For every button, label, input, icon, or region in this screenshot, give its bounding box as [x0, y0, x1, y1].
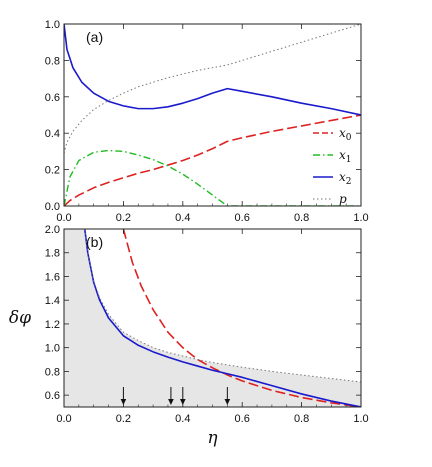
- y-tick-label: 0.4: [45, 128, 60, 140]
- y-tick-label: 0.6: [45, 92, 60, 104]
- y-tick-label: 1.0: [45, 19, 60, 31]
- y-tick-label: 2.0: [45, 224, 60, 236]
- x-axis-title: η: [207, 428, 218, 448]
- series-line-a-0: [64, 114, 361, 206]
- y-tick-label: 0.6: [45, 390, 60, 402]
- x-tick-label: 0.4: [175, 212, 190, 224]
- x-tick-label: 1.0: [353, 413, 368, 425]
- x-tick-label: 0.4: [175, 413, 190, 425]
- series-line-a-3: [64, 24, 361, 154]
- x-tick-label: 0.8: [294, 413, 309, 425]
- legend-label-x2: x2: [339, 170, 352, 187]
- y-tick-label: 0.2: [45, 165, 60, 177]
- series-line-b-2: [84, 229, 361, 383]
- legend-label-p: p: [339, 192, 347, 206]
- arrow-head: [224, 399, 231, 405]
- x-tick-label: 0.6: [235, 413, 250, 425]
- y-axis-title: δφ: [9, 308, 31, 328]
- y-tick-label: 1.2: [45, 319, 60, 331]
- series-line-b-1: [83, 229, 361, 407]
- arrow-head: [168, 399, 174, 405]
- y-tick-label: 0.0: [45, 201, 60, 213]
- arrow-head: [180, 399, 186, 405]
- series-line-a-1: [64, 149, 361, 206]
- legend-label-x1: x1: [339, 148, 352, 165]
- y-tick-label: 0.8: [45, 366, 60, 378]
- panel-label: (a): [86, 29, 103, 45]
- y-tick-label: 1.4: [45, 295, 60, 307]
- y-tick-label: 1.0: [45, 343, 60, 355]
- y-tick-label: 1.8: [45, 248, 60, 260]
- x-tick-label: 0.2: [116, 212, 131, 224]
- y-tick-label: 0.8: [45, 55, 60, 67]
- x-tick-label: 0.0: [56, 413, 71, 425]
- series-line-b-0: [122, 229, 361, 407]
- plot-frame-a: [63, 23, 362, 207]
- panel-label: (b): [86, 234, 103, 250]
- x-tick-label: 0.6: [235, 212, 250, 224]
- panel-b: 0.0 0.2 0.4 0.6 0.8 1.0 0.6 0.8 1.0 1.2 1.4 1.6 1.8 2…: [9, 224, 369, 448]
- series-line-a-2: [64, 24, 361, 116]
- x-tick-label: 0.0: [56, 212, 71, 224]
- legend-label-x0: x0: [339, 126, 352, 143]
- x-tick-label: 1.0: [353, 212, 368, 224]
- panel-a: 0.0 0.2 0.4 0.6 0.8 1.0 0.0 0.2 0.4 0.6 0.8 1.0 (a) x…: [45, 19, 369, 224]
- shaded-region: [64, 229, 361, 407]
- arrow-head: [120, 399, 127, 405]
- x-tick-label: 0.2: [116, 413, 131, 425]
- x-tick-label: 0.8: [294, 212, 309, 224]
- y-tick-label: 1.6: [45, 271, 60, 283]
